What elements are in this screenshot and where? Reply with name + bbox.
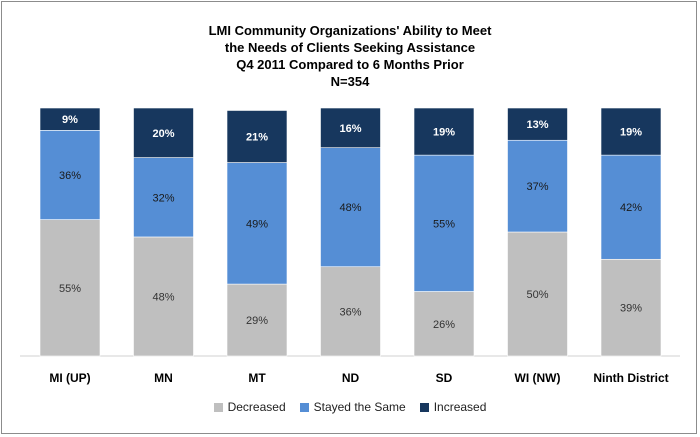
bar-sd-decreased <box>413 291 475 357</box>
bar-mn-stayed-the-same <box>133 157 194 238</box>
legend-item-stayed-the-same: Stayed the Same <box>299 400 406 414</box>
bar-nd-decreased <box>320 266 381 357</box>
chart-title: LMI Community Organizations' Ability to … <box>0 22 700 90</box>
bar-wi-nw-increased <box>507 107 568 141</box>
legend-swatch-decreased <box>213 402 223 412</box>
title-line-1: LMI Community Organizations' Ability to … <box>208 23 492 38</box>
data-label-mt-decreased: 29% <box>246 315 268 327</box>
bar-nd-stayed-the-same <box>320 147 381 268</box>
data-label-sd-stayed-the-same: 55% <box>433 218 455 230</box>
data-label-mt-increased: 21% <box>246 132 268 144</box>
data-label-wi-nw-decreased: 50% <box>526 289 548 301</box>
data-label-mi-up-decreased: 55% <box>59 283 81 295</box>
data-label-ninth-district-increased: 19% <box>620 127 642 139</box>
data-label-sd-decreased: 26% <box>433 319 455 331</box>
data-label-mn-decreased: 48% <box>152 291 174 303</box>
category-label-wi-nw: WI (NW) <box>515 371 561 385</box>
legend-label-stayed-the-same: Stayed the Same <box>313 400 406 414</box>
bar-sd-stayed-the-same <box>413 154 475 292</box>
bar-wi-nw-stayed-the-same <box>507 139 568 233</box>
bar-nd-increased <box>320 107 381 148</box>
legend: Decreased Stayed the Same Increased <box>0 400 700 414</box>
bar-wi-nw-decreased <box>507 231 568 357</box>
data-label-mi-up-increased: 9% <box>62 114 78 126</box>
bar-mn-increased <box>133 107 194 158</box>
data-label-wi-nw-stayed-the-same: 37% <box>526 181 548 193</box>
category-label-mi-up: MI (UP) <box>49 371 90 385</box>
bar-ninth-district-stayed-the-same <box>600 154 662 260</box>
bar-mt-decreased <box>226 283 288 357</box>
category-label-mt: MT <box>248 371 266 385</box>
bar-ninth-district-decreased <box>600 258 662 357</box>
data-label-nd-increased: 16% <box>339 123 361 135</box>
data-label-mt-stayed-the-same: 49% <box>246 218 268 230</box>
bar-ninth-district-increased <box>600 107 662 156</box>
bar-mi-up-stayed-the-same <box>39 130 101 220</box>
bar-mt-increased <box>226 110 288 163</box>
data-label-nd-stayed-the-same: 48% <box>339 202 361 214</box>
legend-label-decreased: Decreased <box>227 400 286 414</box>
bar-sd-increased <box>413 107 475 156</box>
data-label-ninth-district-decreased: 39% <box>620 303 642 315</box>
bar-mi-up-increased <box>39 107 101 131</box>
data-label-nd-decreased: 36% <box>339 306 361 318</box>
data-label-mn-increased: 20% <box>152 128 174 140</box>
legend-item-increased: Increased <box>419 400 487 414</box>
title-line-2: the Needs of Clients Seeking Assistance <box>224 40 476 55</box>
legend-item-decreased: Decreased <box>213 400 286 414</box>
bar-mn-decreased <box>133 236 194 357</box>
data-label-sd-increased: 19% <box>433 127 455 139</box>
category-label-ninth-district: Ninth District <box>593 371 668 385</box>
category-label-mn: MN <box>154 371 173 385</box>
legend-swatch-stayed-the-same <box>299 402 309 412</box>
data-label-mn-stayed-the-same: 32% <box>152 192 174 204</box>
data-label-wi-nw-increased: 13% <box>526 119 548 131</box>
data-label-mi-up-stayed-the-same: 36% <box>59 170 81 182</box>
title-line-4: N=354 <box>330 74 370 89</box>
title-line-3: Q4 2011 Compared to 6 Months Prior <box>236 57 464 72</box>
category-label-nd: ND <box>342 371 360 385</box>
bar-mi-up-decreased <box>39 219 101 357</box>
category-label-sd: SD <box>436 371 453 385</box>
data-label-ninth-district-stayed-the-same: 42% <box>620 202 642 214</box>
legend-swatch-increased <box>419 402 429 412</box>
legend-label-increased: Increased <box>433 400 487 414</box>
